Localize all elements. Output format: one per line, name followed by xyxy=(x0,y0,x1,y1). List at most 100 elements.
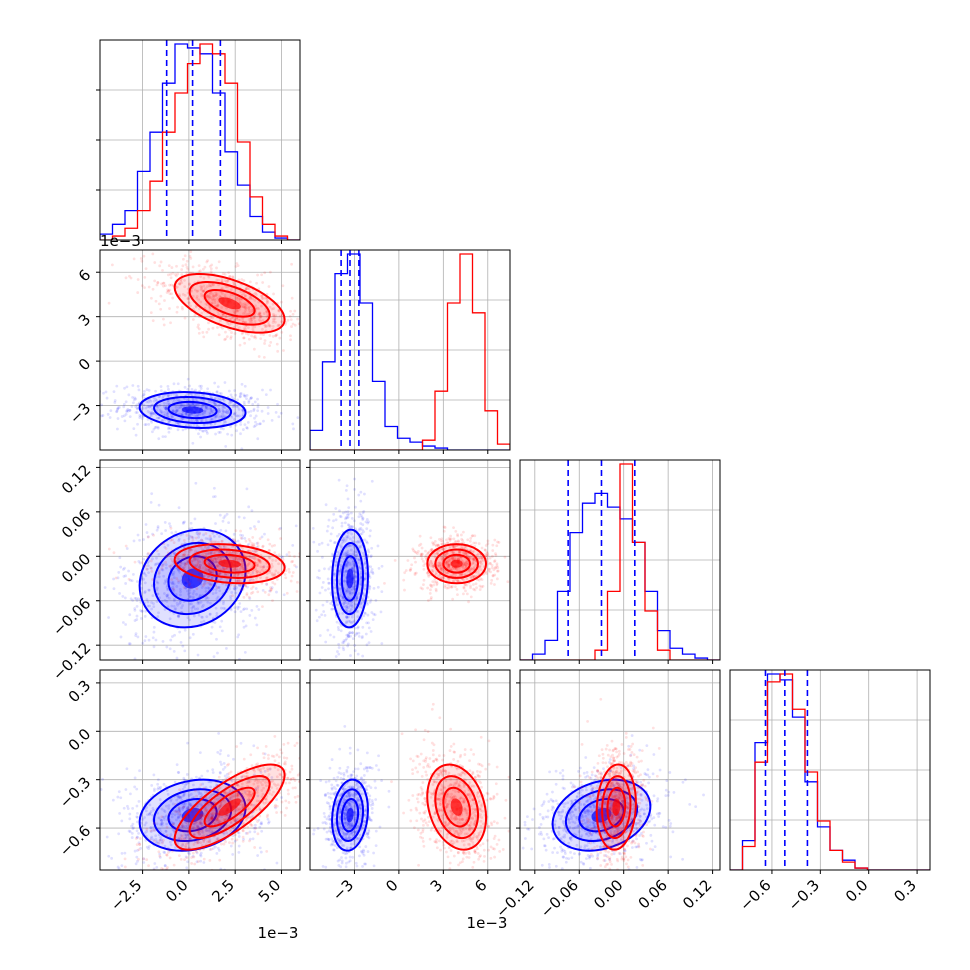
scatter-point xyxy=(418,534,422,538)
scatter-point xyxy=(350,532,354,536)
scatter-point xyxy=(446,562,450,565)
scatter-point xyxy=(186,559,190,562)
scatter-point xyxy=(358,558,361,562)
scatter-point xyxy=(117,832,121,836)
scatter-point xyxy=(182,793,186,797)
scatter-point xyxy=(161,281,165,285)
scatter-point xyxy=(444,562,448,566)
scatter-point xyxy=(176,614,180,618)
scatter-point xyxy=(202,554,206,558)
scatter-point xyxy=(362,554,366,557)
scatter-point xyxy=(376,585,380,589)
scatter-point xyxy=(202,284,206,288)
scatter-point xyxy=(348,590,352,594)
scatter-point xyxy=(172,605,176,608)
scatter-point xyxy=(218,549,222,553)
scatter-point xyxy=(347,615,350,619)
scatter-point xyxy=(252,335,256,339)
scatter-point xyxy=(193,557,197,561)
scatter-point xyxy=(151,806,155,810)
scatter-point xyxy=(249,527,252,530)
scatter-point xyxy=(355,596,359,600)
scatter-point xyxy=(318,615,321,619)
scatter-point xyxy=(231,275,235,279)
scatter-point xyxy=(351,637,355,641)
scatter-point xyxy=(431,565,435,569)
scatter-point xyxy=(171,582,174,586)
scatter-point xyxy=(151,430,154,434)
scatter-point xyxy=(178,814,182,817)
scatter-point xyxy=(156,592,160,596)
scatter-point xyxy=(164,830,168,833)
scatter-point xyxy=(174,274,178,278)
scatter-point xyxy=(108,416,112,419)
scatter-point xyxy=(262,419,265,423)
scatter-point xyxy=(204,405,208,409)
scatter-point xyxy=(258,825,262,829)
scatter-point xyxy=(451,567,454,571)
scatter-point xyxy=(490,563,494,567)
scatter-point xyxy=(119,635,123,639)
scatter-point xyxy=(239,536,243,540)
scatter-point xyxy=(260,821,263,824)
scatter-point xyxy=(218,535,221,538)
scatter-point xyxy=(165,645,169,649)
scatter-point xyxy=(150,601,153,604)
scatter-point xyxy=(270,544,274,548)
scatter-point xyxy=(273,551,277,555)
scatter-point xyxy=(256,786,260,790)
scatter-point xyxy=(272,317,275,321)
scatter-point xyxy=(234,423,238,427)
axes-frame xyxy=(99,249,301,451)
scatter-point xyxy=(152,399,156,403)
scatter-point xyxy=(341,539,345,543)
scatter-point xyxy=(203,409,207,413)
scatter-point xyxy=(234,819,237,823)
scatter-point xyxy=(220,277,224,281)
scatter-point xyxy=(253,557,256,561)
scatter-point xyxy=(345,588,349,592)
scatter-point xyxy=(151,813,154,817)
scatter-point xyxy=(430,561,434,565)
scatter-point xyxy=(180,412,184,416)
scatter-point xyxy=(247,287,251,291)
scatter-point xyxy=(333,541,336,545)
scatter-point xyxy=(202,429,205,433)
scatter-point xyxy=(242,320,245,324)
scatter-point xyxy=(164,814,168,818)
scatter-point xyxy=(462,585,466,589)
scatter-point xyxy=(185,773,189,776)
scatter-point xyxy=(361,511,365,515)
scatter-point xyxy=(346,510,350,514)
scatter-point xyxy=(373,613,377,617)
scatter-point xyxy=(357,592,361,595)
scatter-point xyxy=(469,576,473,580)
scatter-point xyxy=(347,543,351,547)
scatter-point xyxy=(334,557,338,561)
scatter-point xyxy=(345,590,348,594)
scatter-point xyxy=(230,591,234,594)
scatter-point xyxy=(146,556,150,559)
scatter-point xyxy=(222,600,225,604)
scatter-point xyxy=(204,586,208,590)
scatter-point xyxy=(393,558,397,562)
scatter-point xyxy=(177,815,181,819)
scatter-point xyxy=(133,849,137,853)
scatter-point xyxy=(167,394,170,398)
scatter-point xyxy=(354,550,358,554)
scatter-point xyxy=(368,600,372,604)
scatter-point xyxy=(432,564,435,568)
scatter-point xyxy=(444,554,448,558)
scatter-point xyxy=(242,402,246,406)
scatter-point xyxy=(198,565,202,569)
scatter-point xyxy=(231,276,235,279)
scatter-point xyxy=(294,524,298,528)
scatter-point xyxy=(163,406,167,410)
scatter-point xyxy=(209,571,212,574)
scatter-point xyxy=(176,771,180,774)
scatter-point xyxy=(133,607,137,610)
scatter-point xyxy=(477,569,480,573)
scatter-point xyxy=(478,584,482,588)
scatter-point xyxy=(211,592,215,595)
scatter-point xyxy=(233,318,237,322)
